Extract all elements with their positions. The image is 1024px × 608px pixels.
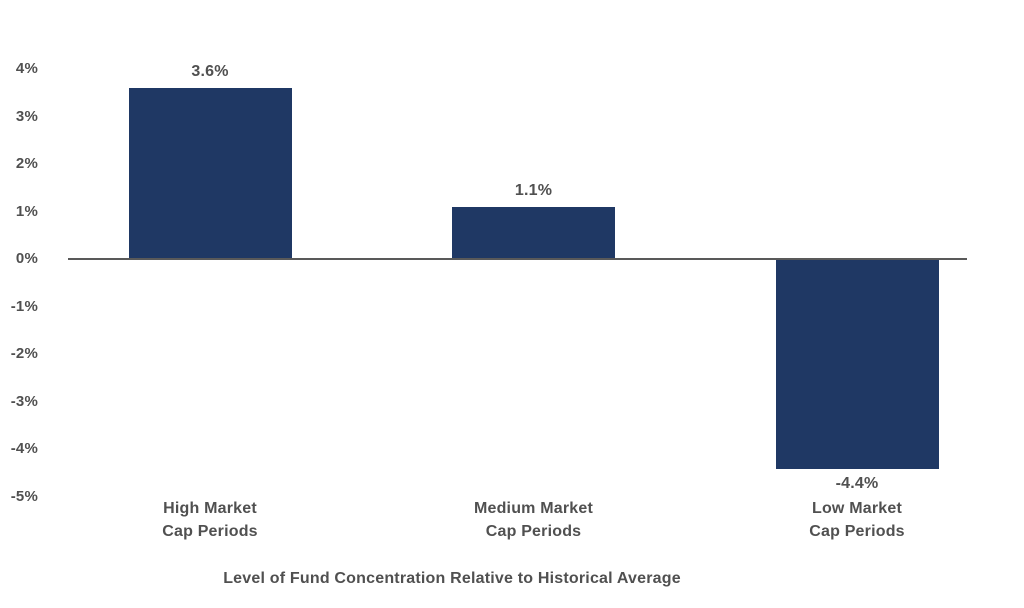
ytick-label: 3% bbox=[15, 107, 38, 125]
bar-3 bbox=[775, 260, 939, 469]
category-label-line: Medium Market bbox=[473, 500, 594, 517]
x-axis-title: Level of Fund Concentration Relative to … bbox=[223, 570, 681, 587]
ytick-label: 0% bbox=[15, 250, 38, 267]
category-label-line: High Market bbox=[163, 500, 257, 517]
ytick-label: -5% bbox=[10, 487, 38, 505]
category-label: High Market Cap Periods bbox=[100, 497, 320, 543]
ytick-label: -2% bbox=[10, 345, 38, 362]
ytick-label: -1% bbox=[10, 297, 38, 315]
category-label-line: Low Market bbox=[811, 500, 902, 517]
zero-axis-line bbox=[68, 258, 967, 260]
ytick-label: 2% bbox=[15, 155, 38, 172]
bar-1 bbox=[128, 88, 292, 259]
bar-value-label: 3.6% bbox=[191, 63, 229, 80]
ytick-label: -3% bbox=[10, 392, 38, 410]
bar-value-label: 1.1% bbox=[514, 181, 553, 199]
ytick-label: -4% bbox=[10, 440, 38, 457]
bar-value-label: -4.4% bbox=[835, 475, 879, 492]
ytick-label: 4% bbox=[15, 60, 38, 77]
bar-2 bbox=[452, 206, 615, 259]
category-label: Low Market Cap Periods bbox=[747, 497, 967, 543]
category-label-line: Cap Periods bbox=[485, 523, 582, 540]
category-label: Medium Market Cap Periods bbox=[424, 497, 644, 543]
category-label-line: Cap Periods bbox=[809, 523, 905, 540]
ytick-label: 1% bbox=[15, 202, 38, 220]
category-label-line: Cap Periods bbox=[162, 523, 258, 540]
